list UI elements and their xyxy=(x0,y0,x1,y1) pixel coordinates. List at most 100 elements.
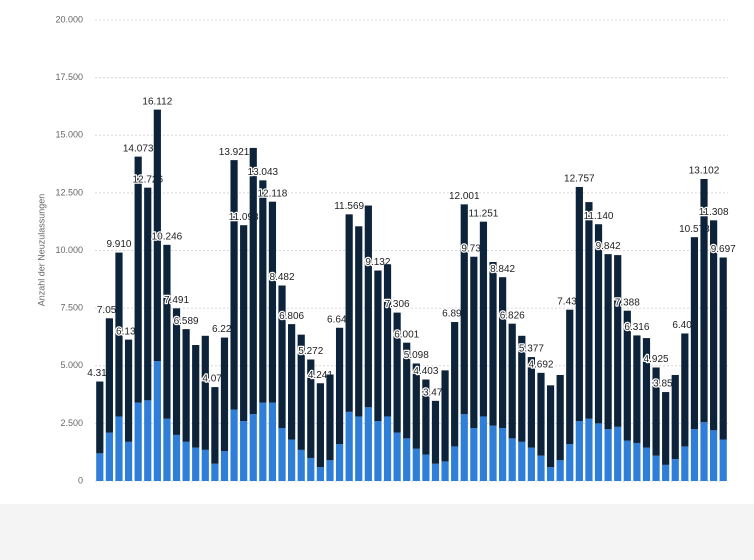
bar-segment xyxy=(642,447,651,481)
bar-segment xyxy=(585,202,593,419)
value-label: 12.757 xyxy=(564,174,595,185)
bar-segment xyxy=(710,430,718,481)
y-tick-label: 0 xyxy=(78,475,83,485)
value-label: 7.388 xyxy=(615,297,640,308)
bar-segment xyxy=(105,432,113,481)
bar-segment xyxy=(96,381,104,454)
bar-segment xyxy=(297,334,305,450)
bar-segment xyxy=(153,361,161,481)
bar-segment xyxy=(431,400,440,464)
bar-segment xyxy=(182,441,190,481)
bar-segment xyxy=(278,427,286,481)
value-label: 9.842 xyxy=(596,241,621,252)
bar-segment xyxy=(594,423,603,481)
bar-segment xyxy=(604,254,612,430)
bar-segment xyxy=(383,416,392,481)
bar-segment xyxy=(690,237,699,430)
bar-segment xyxy=(451,446,459,481)
bar-segment xyxy=(211,463,219,481)
bar-segment xyxy=(240,225,248,422)
bar-segment xyxy=(124,339,133,442)
bar-segment xyxy=(326,374,334,461)
bar-segment xyxy=(652,455,660,481)
y-tick-label: 15.000 xyxy=(55,130,83,140)
bar-segment xyxy=(249,147,257,415)
bar-segment xyxy=(499,277,507,428)
bar-segment xyxy=(364,205,372,408)
value-label: 8.482 xyxy=(270,272,295,283)
value-label: 8.842 xyxy=(490,264,515,275)
value-label: 12.118 xyxy=(258,188,288,199)
bar-segment xyxy=(623,310,631,441)
bar-segment xyxy=(403,342,411,439)
bar-segment xyxy=(383,264,392,417)
bar-segment xyxy=(144,187,152,401)
bar-segment xyxy=(546,467,555,481)
bar-segment xyxy=(431,463,440,481)
bar-segment xyxy=(537,455,545,481)
bar-segment xyxy=(393,312,401,433)
y-tick-label: 12.500 xyxy=(55,187,83,197)
bar-segment xyxy=(412,363,420,449)
bar-segment xyxy=(326,460,334,481)
bar-segment xyxy=(566,444,574,481)
bar-segment xyxy=(470,427,478,481)
bar-segment xyxy=(345,411,353,481)
value-label: 7.491 xyxy=(164,295,189,306)
bar-segment xyxy=(575,186,583,422)
bar-segment xyxy=(422,379,430,455)
value-label: 11.569 xyxy=(334,201,364,212)
bar-segment xyxy=(96,453,104,481)
value-label: 6.001 xyxy=(394,329,419,340)
bar-segment xyxy=(479,416,488,481)
bar-segment xyxy=(412,448,420,481)
footer-band xyxy=(0,504,754,560)
value-label: 13.102 xyxy=(689,166,720,177)
bar-segment xyxy=(335,444,344,481)
bar-segment xyxy=(604,429,612,481)
bar-segment xyxy=(719,257,727,440)
bar-segment xyxy=(681,333,689,447)
bar-segment xyxy=(508,438,516,481)
bar-segment xyxy=(719,439,727,481)
bar-segment xyxy=(575,421,583,481)
bar-segment xyxy=(201,449,209,481)
bar-segment xyxy=(230,409,238,481)
value-label: 11.251 xyxy=(469,208,499,219)
bar-segment xyxy=(288,324,296,440)
bar-segment xyxy=(633,335,641,443)
bar-segment xyxy=(335,327,344,445)
bar-segment xyxy=(441,370,449,462)
bar-segment xyxy=(220,337,229,452)
bar-segment xyxy=(172,308,181,435)
bar-segment xyxy=(355,226,363,417)
value-label: 13.043 xyxy=(248,167,279,178)
bar-segment xyxy=(594,224,603,424)
bar-segment xyxy=(163,418,171,481)
bar-segment xyxy=(499,427,507,481)
bar-segment xyxy=(652,367,660,456)
bar-segment xyxy=(566,309,574,445)
bar-segment xyxy=(451,322,459,447)
bar-segment xyxy=(144,400,152,481)
bar-segment xyxy=(268,402,277,481)
bar-segment xyxy=(211,387,219,464)
value-label: 6.316 xyxy=(624,322,649,333)
bar-segment xyxy=(489,425,497,481)
value-label: 13.921 xyxy=(219,147,250,158)
bar-segment xyxy=(690,429,699,481)
bar-segment xyxy=(297,449,305,481)
bar-segment xyxy=(316,467,324,481)
bar-segment xyxy=(172,434,181,481)
value-label: 6.589 xyxy=(174,316,199,327)
bar-segment xyxy=(249,414,257,481)
bar-segment xyxy=(268,201,277,403)
bar-segment xyxy=(518,441,526,481)
value-label: 6.826 xyxy=(500,310,525,321)
bar-segment xyxy=(403,438,411,481)
y-tick-label: 17.500 xyxy=(55,72,83,82)
y-tick-label: 10.000 xyxy=(55,245,83,255)
bar-segment xyxy=(259,402,267,481)
bar-segment xyxy=(441,461,449,481)
bar-segment xyxy=(163,244,171,419)
